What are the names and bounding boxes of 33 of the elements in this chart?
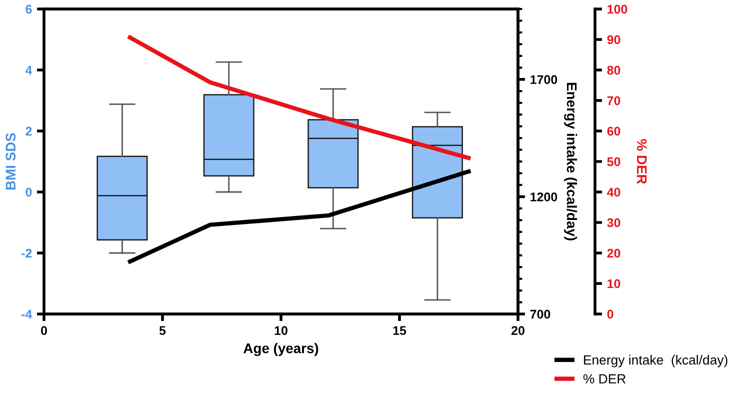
y-tick-label: 0: [26, 188, 32, 197]
y3-tick-label: 30: [607, 218, 620, 228]
legend-label: % DER: [583, 374, 626, 384]
x-tick-label: 5: [159, 326, 166, 335]
x-axis-title: Age (years): [244, 343, 318, 356]
y3-tick-label: 100: [608, 4, 628, 14]
y3-tick-label: 80: [607, 66, 620, 75]
x-tick-label: 15: [393, 326, 406, 335]
y-tick-label: 4: [25, 66, 32, 75]
y3-tick-label: 10: [608, 279, 620, 288]
y-tick-label: -2: [22, 248, 32, 258]
y3-tick-label: 40: [606, 188, 620, 197]
y-tick-label: 2: [26, 126, 32, 136]
y3-tick-label: 60: [607, 126, 620, 136]
x-tick-label: 10: [274, 326, 288, 335]
y-tick-label: -4: [22, 310, 32, 319]
y3-axis-title: % DER: [636, 139, 647, 184]
y3-tick-label: 70: [607, 96, 620, 106]
y2-axis-title: Energy intake (kcal/day): [564, 82, 578, 240]
y2-tick-label: 1200: [530, 192, 558, 202]
y3-tick-label: 20: [607, 248, 620, 258]
y-tick-label: 6: [26, 4, 32, 14]
x-tick-label: 0: [41, 326, 47, 335]
y2-tick-label: 700: [530, 310, 550, 319]
line-series: [126, 168, 473, 264]
y3-tick-label: 0: [607, 310, 614, 319]
legend-label: Energy intake (kcal/day): [584, 354, 728, 368]
y-axis-title: BMI SDS: [6, 133, 16, 190]
line-series: [126, 34, 473, 161]
x-tick-label: 20: [511, 326, 524, 335]
y2-tick-label: 1700: [530, 75, 558, 84]
y3-tick-label: 50: [607, 157, 620, 166]
y3-tick-label: 90: [607, 35, 620, 44]
